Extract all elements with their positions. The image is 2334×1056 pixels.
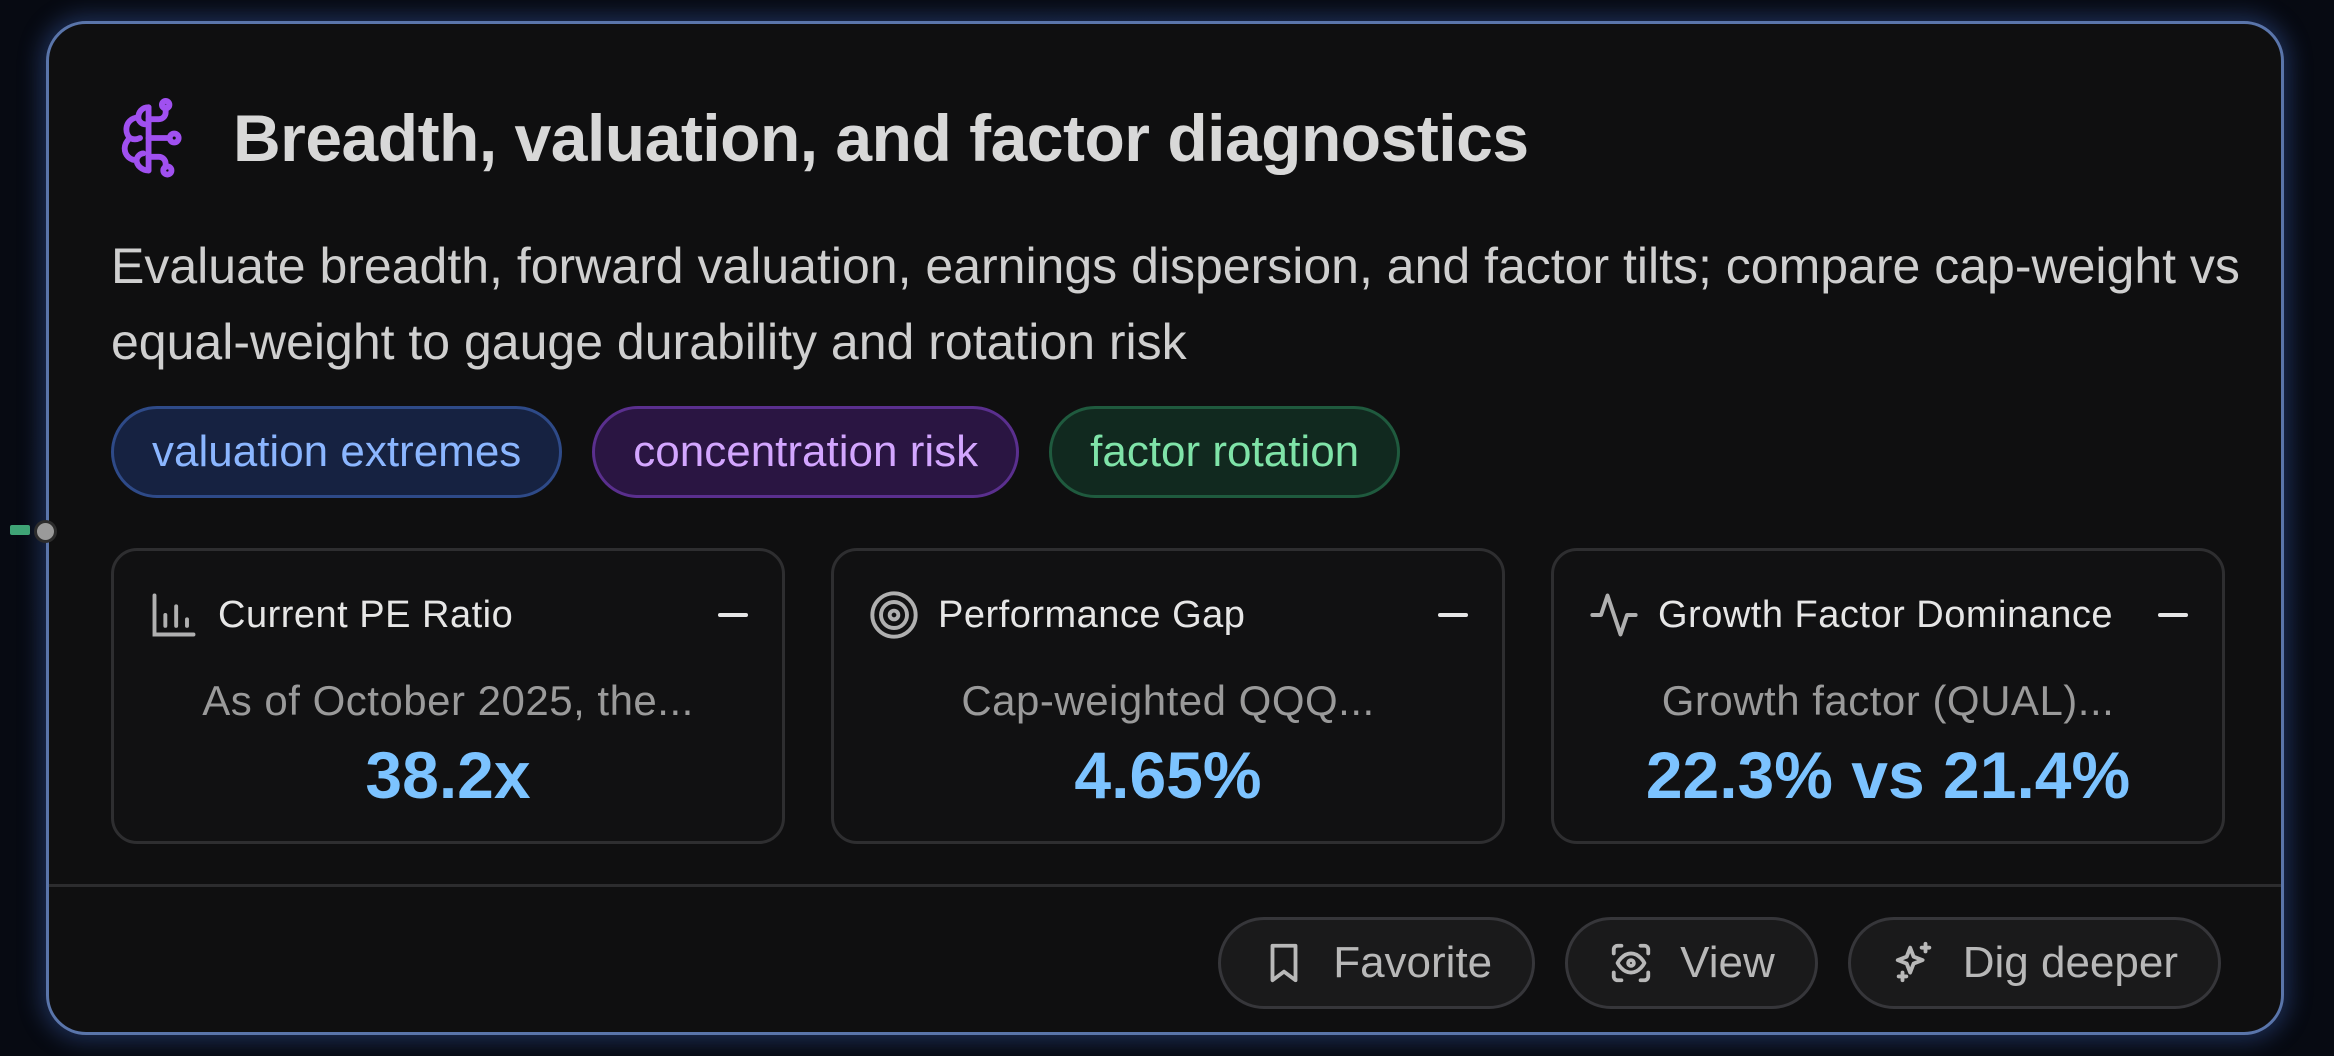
view-label: View <box>1680 938 1775 987</box>
metric-description: As of October 2025, the... <box>202 677 694 724</box>
diagnostics-card[interactable]: Breadth, valuation, and factor diagnosti… <box>46 21 2284 1035</box>
activity-icon <box>1590 593 1638 637</box>
tag-factor-rotation[interactable]: factor rotation <box>1049 406 1401 498</box>
collapse-minus-icon[interactable] <box>1438 613 1468 617</box>
collapse-minus-icon[interactable] <box>2158 613 2188 617</box>
metric-value: 4.65% <box>1074 738 1262 812</box>
metric-card-pe-ratio[interactable]: Current PE Ratio As of October 2025, the… <box>111 548 785 844</box>
card-description: Evaluate breadth, forward valuation, ear… <box>111 238 2240 370</box>
metric-card-growth-factor[interactable]: Growth Factor Dominance Growth factor (Q… <box>1551 548 2225 844</box>
bar-chart-icon <box>152 593 196 637</box>
metric-title: Growth Factor Dominance <box>1658 593 2113 636</box>
node-connector-handle[interactable] <box>34 520 57 543</box>
bookmark-icon <box>1270 943 1298 983</box>
tag-concentration-risk[interactable]: concentration risk <box>592 406 1020 498</box>
tag-list: valuation extremes concentration risk fa… <box>111 406 1401 498</box>
view-button[interactable]: View <box>1565 917 1818 1009</box>
favorite-label: Favorite <box>1333 938 1493 987</box>
eye-scan-icon <box>1611 943 1651 983</box>
footer-divider <box>49 884 2281 887</box>
metric-title: Current PE Ratio <box>218 593 514 636</box>
metric-value: 38.2x <box>365 738 531 812</box>
metric-description: Cap-weighted QQQ... <box>961 677 1375 724</box>
dig-deeper-button[interactable]: Dig deeper <box>1847 917 2221 1009</box>
collapse-minus-icon[interactable] <box>718 613 748 617</box>
card-actions: Favorite View Dig deeper <box>1218 917 2221 1009</box>
metric-list: Current PE Ratio As of October 2025, the… <box>111 548 2225 844</box>
tag-valuation-extremes[interactable]: valuation extremes <box>111 406 563 498</box>
dig-deeper-label: Dig deeper <box>1962 938 2178 987</box>
metric-title: Performance Gap <box>938 593 1246 636</box>
card-title: Breadth, valuation, and factor diagnosti… <box>233 101 1529 175</box>
target-icon <box>870 591 918 639</box>
metric-value: 22.3% vs 21.4% <box>1645 738 2131 812</box>
metric-description: Growth factor (QUAL)... <box>1661 677 2115 724</box>
favorite-button[interactable]: Favorite <box>1218 917 1536 1009</box>
metric-card-performance-gap[interactable]: Performance Gap Cap-weighted QQQ... 4.65… <box>831 548 1505 844</box>
sparkles-icon <box>1895 941 1931 983</box>
card-header: Breadth, valuation, and factor diagnosti… <box>111 96 1529 180</box>
node-connector-tab[interactable] <box>10 525 30 535</box>
brain-circuit-icon <box>121 98 182 178</box>
